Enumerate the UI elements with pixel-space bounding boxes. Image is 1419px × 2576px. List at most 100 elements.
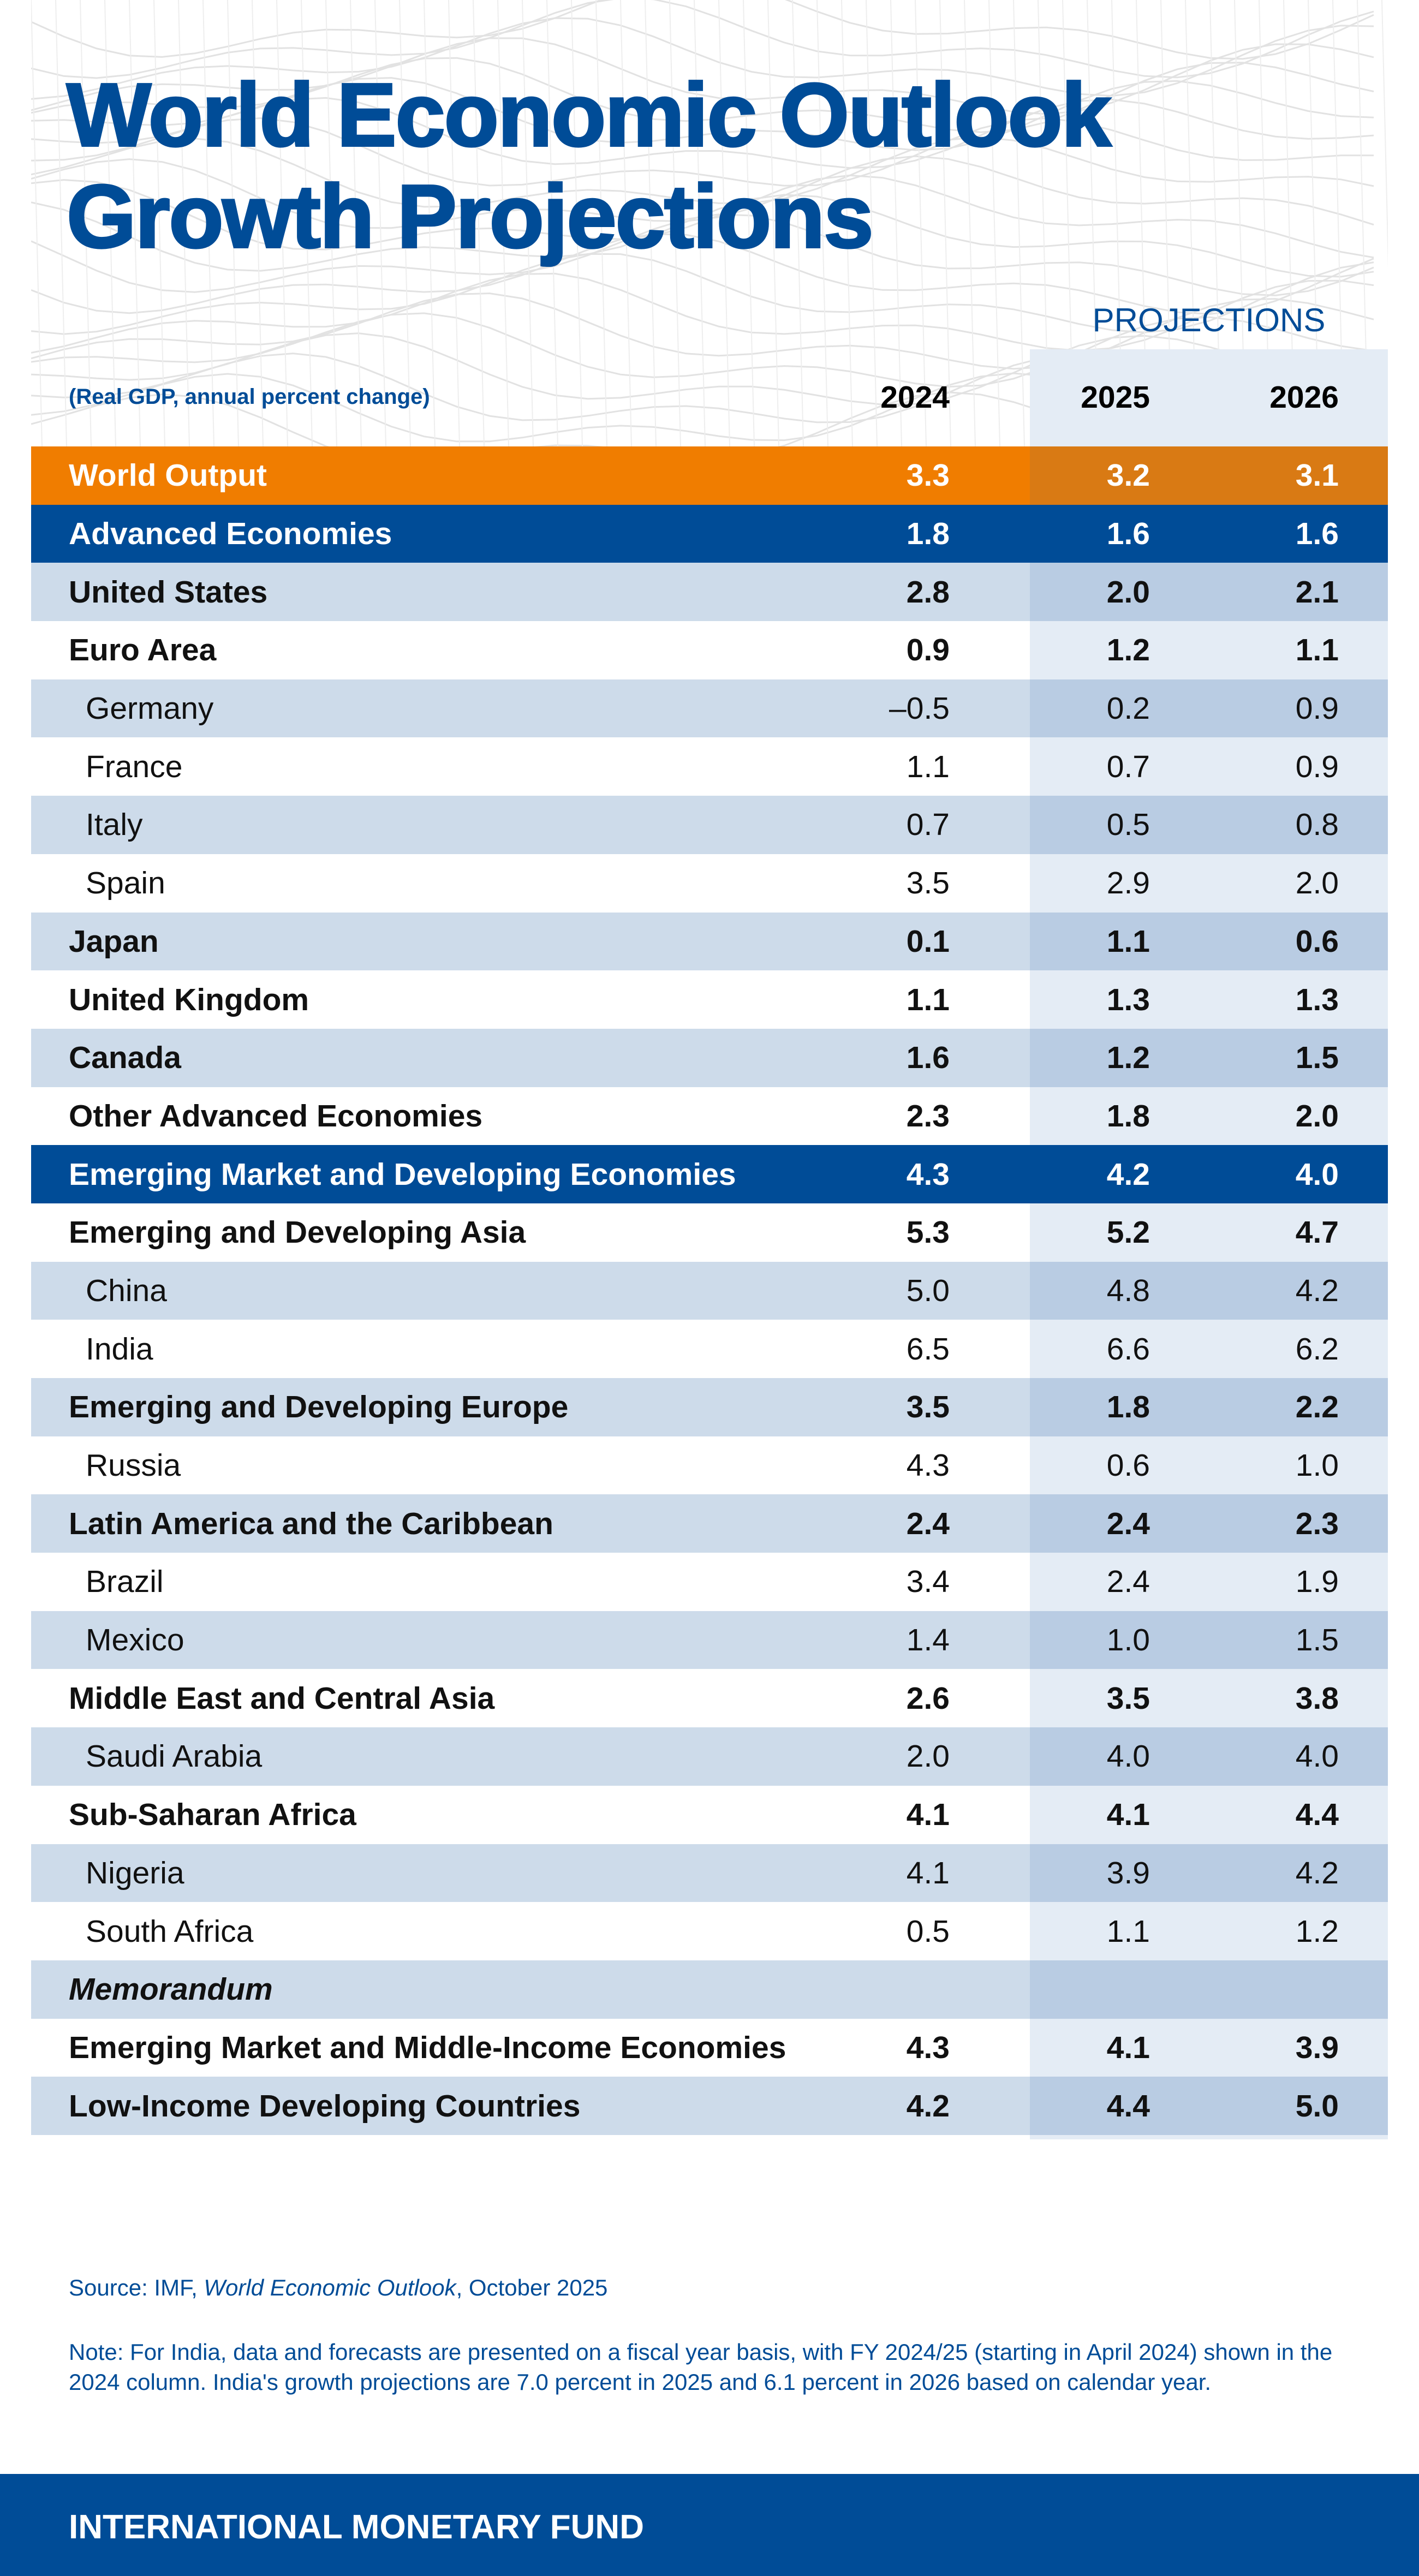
value-2024: 0.5 xyxy=(906,1913,950,1949)
value-2026: 1.5 xyxy=(1295,1040,1339,1076)
value-2024: 2.4 xyxy=(906,1506,950,1541)
projections-column-shade xyxy=(1030,349,1388,2139)
value-2024: –0.5 xyxy=(889,691,950,726)
table-row: Low-Income Developing Countries 4.2 4.4 5.0 xyxy=(31,2077,1388,2135)
value-2024: 1.1 xyxy=(906,749,950,784)
mesh-line xyxy=(31,136,1374,208)
row-label: Emerging and Developing Europe xyxy=(69,1390,569,1425)
value-2024: 2.8 xyxy=(906,574,950,610)
value-2024: 4.3 xyxy=(906,1448,950,1483)
row-label: Italy xyxy=(86,807,143,843)
value-2024: 1.1 xyxy=(906,982,950,1017)
mesh-line xyxy=(252,0,264,446)
mesh-line xyxy=(669,0,681,446)
value-2024: 2.0 xyxy=(906,1739,950,1774)
mesh-line xyxy=(31,194,1374,278)
mesh-line xyxy=(325,0,337,446)
footnote: Note: For India, data and forecasts are … xyxy=(69,2339,1333,2395)
table-row: Spain 3.5 2.9 2.0 xyxy=(31,854,1388,913)
row-label: China xyxy=(86,1273,167,1308)
value-2024: 6.5 xyxy=(906,1331,950,1367)
row-label: Saudi Arabia xyxy=(86,1739,263,1774)
projection-cell-bg xyxy=(1030,1261,1388,1320)
table-row: United Kingdom 1.1 1.3 1.3 xyxy=(31,970,1388,1029)
value-2025: 5.2 xyxy=(1106,1215,1150,1250)
value-2026: 4.2 xyxy=(1295,1273,1339,1308)
value-2026: 1.5 xyxy=(1295,1623,1339,1658)
table-row: Middle East and Central Asia 2.6 3.5 3.8 xyxy=(31,1669,1388,1727)
table-row: Emerging and Developing Europe 3.5 1.8 2.2 xyxy=(31,1378,1388,1436)
row-label: Sub-Saharan Africa xyxy=(69,1797,356,1833)
value-2025: 1.8 xyxy=(1106,1098,1150,1134)
table-row: Memorandum xyxy=(31,1960,1388,2019)
projection-cell-bg xyxy=(1030,563,1388,622)
value-2025: 2.4 xyxy=(1106,1506,1150,1541)
mesh-line xyxy=(31,253,1374,335)
value-2024: 0.1 xyxy=(906,923,950,959)
value-2024: 3.5 xyxy=(906,866,950,901)
row-label: Russia xyxy=(86,1448,181,1483)
value-2026: 4.2 xyxy=(1295,1855,1339,1891)
value-2025: 2.4 xyxy=(1106,1564,1150,1600)
value-2026: 1.0 xyxy=(1295,1448,1339,1483)
projection-cell-bg xyxy=(1030,2077,1388,2135)
mesh-line xyxy=(841,0,853,446)
value-2024: 0.9 xyxy=(906,633,950,668)
value-2026: 4.0 xyxy=(1295,1156,1339,1192)
value-2026: 3.1 xyxy=(1295,458,1339,493)
row-label: Japan xyxy=(69,923,159,959)
units-note: (Real GDP, annual percent change) xyxy=(69,385,430,409)
mesh-line xyxy=(473,0,485,446)
value-2025: 4.1 xyxy=(1106,1797,1150,1833)
mesh-line xyxy=(31,0,1374,60)
value-2024: 1.4 xyxy=(906,1623,950,1658)
row-label: World Output xyxy=(69,458,267,493)
mesh-line xyxy=(620,0,632,446)
mesh-line xyxy=(350,0,362,446)
table-row: Mexico 1.4 1.0 1.5 xyxy=(31,1611,1388,1669)
row-label: Memorandum xyxy=(69,1972,273,2007)
mesh-line xyxy=(31,174,1374,259)
mesh-line xyxy=(31,233,1374,315)
value-2024: 5.3 xyxy=(906,1215,950,1250)
mesh-line xyxy=(301,0,313,446)
mesh-line xyxy=(743,0,755,446)
value-2024: 5.0 xyxy=(906,1273,950,1308)
mesh-line xyxy=(767,0,779,446)
table-row: Advanced Economies 1.8 1.6 1.6 xyxy=(31,504,1388,563)
table-row: Japan 0.1 1.1 0.6 xyxy=(31,912,1388,971)
value-2026: 1.1 xyxy=(1295,633,1339,668)
background-mesh-pattern xyxy=(31,0,1388,446)
value-2024: 2.6 xyxy=(906,1680,950,1716)
projection-cell-bg xyxy=(1030,1960,1388,2019)
value-2025: 1.3 xyxy=(1106,982,1150,1017)
row-label: Nigeria xyxy=(86,1855,184,1891)
year-header-2025: 2025 xyxy=(1081,380,1150,415)
value-2026: 2.3 xyxy=(1295,1506,1339,1541)
footer-bar: INTERNATIONAL MONETARY FUND xyxy=(0,2474,1419,2576)
mesh-line xyxy=(153,0,165,446)
mesh-line xyxy=(80,0,92,446)
row-label: France xyxy=(86,749,183,784)
value-2025: 4.4 xyxy=(1106,2088,1150,2124)
value-2024: 1.6 xyxy=(906,1040,950,1076)
title-line-1: World Economic Outlook xyxy=(65,64,1112,166)
row-label: Advanced Economies xyxy=(69,516,392,552)
mesh-line xyxy=(1381,0,1388,268)
value-2026: 5.0 xyxy=(1295,2088,1339,2124)
mesh-line xyxy=(276,0,288,446)
source-prefix: Source: IMF, xyxy=(69,2275,204,2300)
mesh-line xyxy=(988,0,1000,446)
table-row: South Africa 0.5 1.1 1.2 xyxy=(31,1902,1388,1960)
table-row: Italy 0.7 0.5 0.8 xyxy=(31,796,1388,854)
mesh-line xyxy=(104,0,116,446)
table-row: Other Advanced Economies 2.3 1.8 2.0 xyxy=(31,1087,1388,1146)
table-row: India 6.5 6.6 6.2 xyxy=(31,1320,1388,1378)
value-2026: 0.9 xyxy=(1295,691,1339,726)
value-2026: 1.9 xyxy=(1295,1564,1339,1600)
value-2026: 3.8 xyxy=(1295,1680,1339,1716)
value-2025: 3.2 xyxy=(1106,458,1150,493)
value-2025: 1.0 xyxy=(1106,1623,1150,1658)
row-label: Spain xyxy=(86,866,165,901)
mesh-line xyxy=(31,0,43,446)
